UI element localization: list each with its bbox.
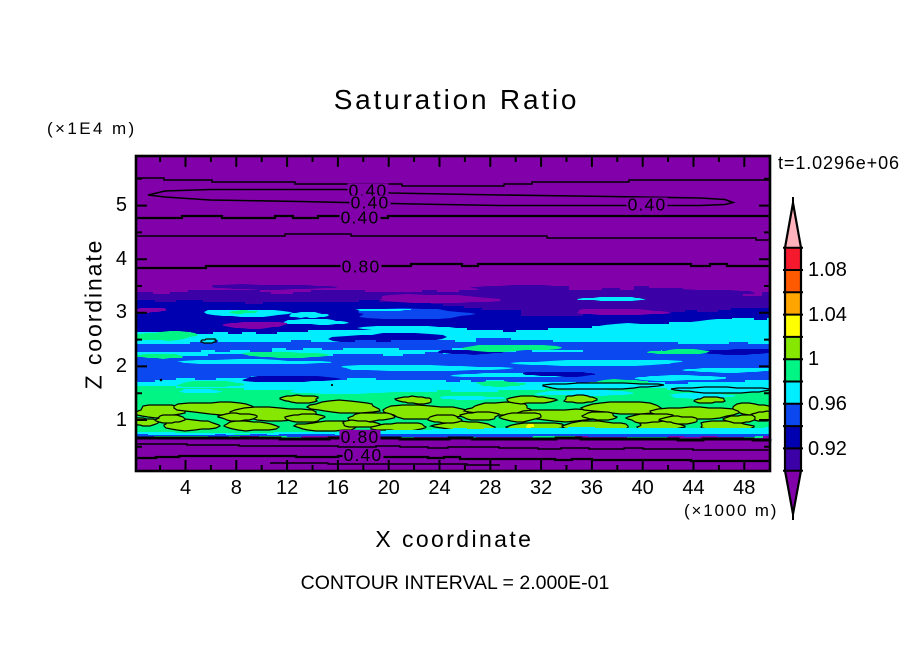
svg-text:0.40: 0.40 xyxy=(351,193,390,213)
svg-text:0.40: 0.40 xyxy=(341,208,380,228)
svg-text:0.40: 0.40 xyxy=(344,445,383,465)
svg-text:0.80: 0.80 xyxy=(342,256,381,276)
svg-text:0.80: 0.80 xyxy=(341,427,380,447)
svg-text:0.40: 0.40 xyxy=(628,195,667,215)
